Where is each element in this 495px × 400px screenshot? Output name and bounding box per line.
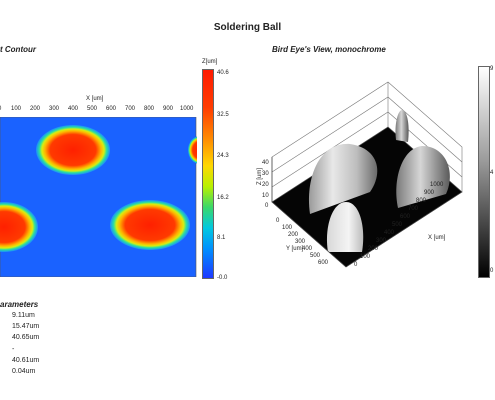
birdeye-x-tick: 800: [416, 198, 427, 204]
report-title: Soldering Ball: [213, 22, 282, 33]
contour-colorbar: [202, 69, 214, 279]
solder-ball-dome: [308, 143, 378, 214]
birdeye-colorbar: [478, 66, 490, 278]
parameter-value: 0.04um: [12, 368, 36, 376]
birdeye-x-tick: 1000: [430, 182, 444, 188]
contour-x-tick: 100: [11, 106, 22, 112]
birdeye-x-tick: 0: [354, 262, 358, 268]
birdeye-x-tick: 200: [368, 246, 379, 252]
contour-colorbar-tick: 16.2: [217, 195, 229, 201]
birdeye-panel-title: Bird Eye's View, monochrome: [272, 45, 386, 54]
solder-ball-blob: [110, 200, 190, 250]
birdeye-y-tick: 400: [302, 246, 313, 252]
birdeye-z-tick: 10: [262, 193, 269, 199]
birdeye-y-axis-label: Y [um]: [286, 246, 304, 252]
solder-ball-blob: [36, 125, 110, 175]
parameters-list: 9.11um 15.47um 40.65um - 40.61um 0.04um: [12, 310, 39, 377]
contour-colorbar-tick: 8.1: [217, 235, 226, 241]
birdeye-3d-plot: [271, 81, 463, 268]
birdeye-colorbar-tick: 9: [490, 66, 494, 72]
parameter-value: 9.11um: [12, 312, 35, 319]
contour-x-tick: 1000: [180, 106, 194, 112]
solder-ball-blob: [188, 136, 197, 164]
contour-colorbar-tick: 24.3: [217, 153, 229, 159]
contour-x-tick: 400: [68, 106, 79, 112]
birdeye-x-tick: 400: [384, 230, 395, 236]
birdeye-x-tick: 300: [376, 238, 387, 244]
birdeye-x-tick: 900: [424, 190, 435, 196]
birdeye-y-tick: 100: [282, 225, 293, 231]
birdeye-y-tick: 0: [276, 218, 280, 224]
parameters-title: arameters: [0, 300, 39, 309]
birdeye-y-tick: 200: [288, 232, 299, 238]
parameter-value: 40.61um: [12, 356, 40, 364]
birdeye-x-axis-label: X [um]: [428, 235, 446, 241]
contour-x-tick: 0: [0, 106, 1, 112]
contour-x-axis-label: X [um]: [86, 96, 104, 102]
birdeye-z-tick: 0: [265, 203, 269, 209]
birdeye-z-tick: 40: [262, 160, 269, 166]
contour-x-tick: 900: [163, 106, 174, 112]
contour-x-tick: 300: [49, 106, 60, 112]
birdeye-colorbar-tick: 0: [490, 268, 494, 274]
parameter-value: 40.65um: [12, 334, 40, 342]
solder-ball-dome: [396, 146, 450, 208]
parameter-value: -: [12, 345, 15, 353]
contour-colorbar-tick: 32.5: [217, 112, 229, 118]
parameter-value: 15.47um: [12, 323, 40, 331]
solder-ball-dome: [326, 202, 364, 252]
birdeye-z-tick: 20: [262, 182, 269, 188]
contour-x-tick: 200: [30, 106, 41, 112]
contour-map: [0, 117, 197, 277]
birdeye-x-tick: 600: [400, 214, 411, 220]
contour-x-tick: 800: [144, 106, 155, 112]
birdeye-y-tick: 300: [295, 239, 306, 245]
birdeye-x-tick: 500: [392, 222, 403, 228]
birdeye-y-tick: 600: [318, 260, 329, 266]
contour-x-tick: 600: [106, 106, 117, 112]
birdeye-y-tick: 500: [310, 253, 321, 259]
solder-ball-dome: [395, 110, 409, 142]
contour-panel-title: t Contour: [0, 45, 36, 54]
contour-x-tick: 700: [125, 106, 136, 112]
birdeye-x-tick: 700: [408, 206, 419, 212]
contour-colorbar-tick: -0.0: [217, 275, 228, 281]
contour-colorbar-tick: 40.6: [217, 70, 229, 76]
birdeye-x-tick: 100: [360, 254, 371, 260]
solder-ball-blob: [0, 202, 38, 252]
contour-x-tick: 500: [87, 106, 98, 112]
birdeye-z-tick: 30: [262, 171, 269, 177]
contour-colorbar-title: Z[um]: [202, 59, 218, 65]
birdeye-colorbar-tick: 4: [490, 170, 494, 176]
